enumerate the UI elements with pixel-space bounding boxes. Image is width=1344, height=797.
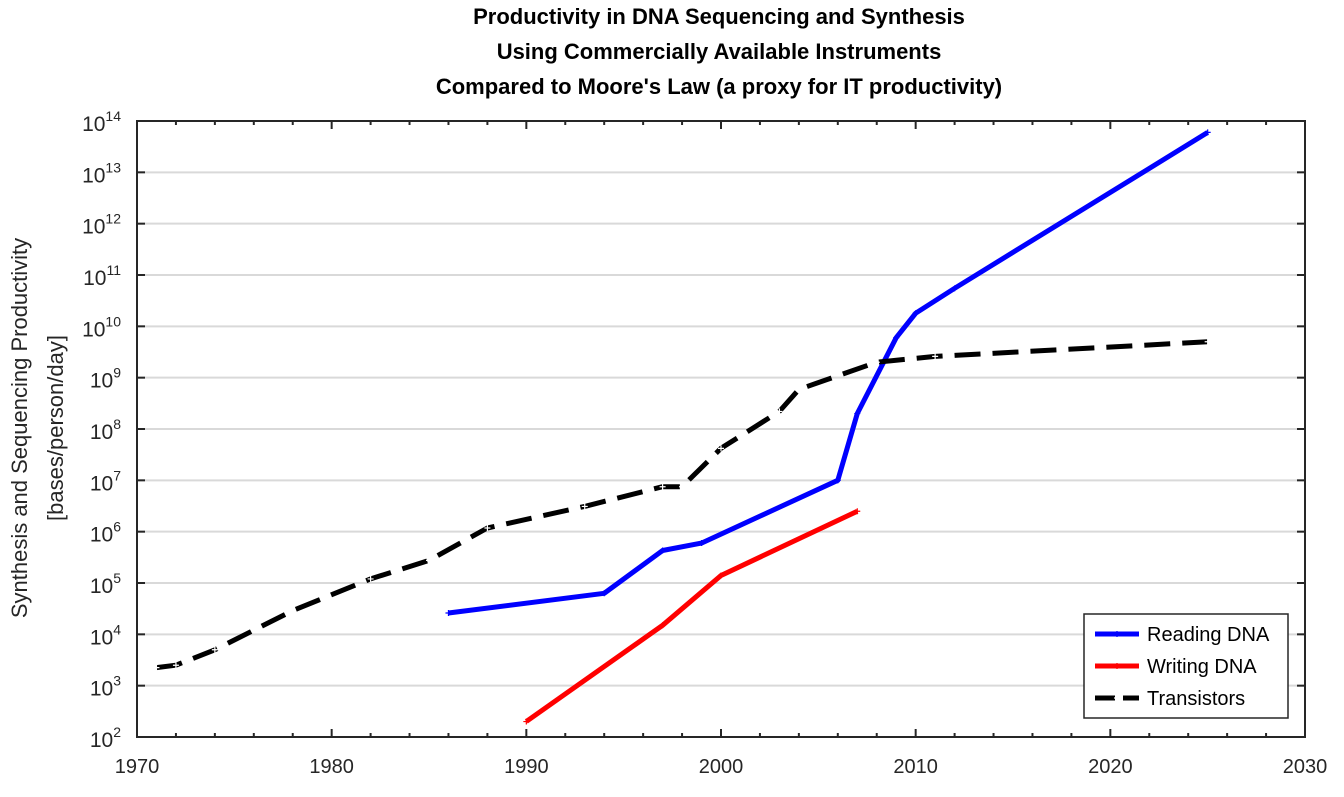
data-point-marker: [834, 477, 841, 484]
y-axis-label-line: Synthesis and Sequencing Productivity: [7, 238, 32, 618]
data-point-marker: [1204, 338, 1211, 345]
x-tick-label: 2020: [1088, 756, 1133, 778]
data-point-marker: [873, 359, 880, 366]
chart-title-line: Compared to Moore's Law (a proxy for IT …: [436, 74, 1002, 99]
data-point-marker: [718, 572, 724, 579]
series-lines: [153, 129, 1211, 725]
y-tick-label: 1013: [82, 159, 121, 187]
data-point-marker: [776, 408, 783, 415]
legend-label: Writing DNA: [1147, 656, 1257, 678]
data-point-marker: [601, 590, 608, 597]
y-axis-label-line: [bases/person/day]: [43, 335, 68, 521]
x-tick-label: 1980: [309, 756, 354, 778]
axes: [136, 120, 1306, 738]
data-point-marker: [211, 646, 218, 653]
y-tick-label: 106: [90, 519, 121, 547]
data-point-marker: [523, 718, 530, 725]
x-tick-label: 1970: [115, 756, 160, 778]
data-point-marker: [932, 353, 939, 360]
data-point-marker: [367, 575, 374, 582]
tick-labels: 1970 1980 1990 2000 2010 2020 2030 102 103 104 105…: [82, 108, 1327, 778]
chart-title-line: Using Commercially Available Instruments: [497, 39, 942, 64]
legend-marker: [1114, 631, 1120, 637]
data-point-marker: [951, 285, 958, 292]
legend: Reading DNA Writing DNA Transistors: [1083, 613, 1289, 719]
data-point-marker: [445, 610, 452, 617]
y-tick-label: 1011: [83, 262, 121, 290]
data-point-marker: [795, 386, 802, 393]
y-tick-label: 1014: [82, 108, 121, 136]
series-line-2: [156, 339, 1208, 671]
chart-title: Productivity in DNA Sequencing and Synth…: [436, 4, 1002, 99]
data-point-marker: [718, 445, 724, 452]
legend-marker: [1114, 695, 1120, 701]
legend-label: Reading DNA: [1147, 624, 1270, 646]
y-tick-label: 108: [90, 416, 121, 444]
x-tick-label: 2000: [699, 756, 744, 778]
y-tick-label: 107: [90, 467, 121, 495]
data-point-marker: [1204, 129, 1211, 136]
data-point-marker: [854, 410, 861, 417]
data-point-marker: [912, 310, 919, 317]
grid: [137, 171, 1305, 687]
y-axis-label: Synthesis and Sequencing Productivity [ba…: [7, 238, 68, 618]
data-point-marker: [698, 540, 705, 547]
legend-marker: [1114, 663, 1120, 669]
x-tick-label: 2010: [893, 756, 938, 778]
series-line-1: [524, 508, 859, 724]
data-point-marker: [581, 503, 588, 510]
data-point-marker: [679, 483, 686, 490]
y-tick-label: 105: [90, 570, 121, 598]
x-tick-label: 1990: [504, 756, 549, 778]
y-tick-label: 1012: [82, 211, 121, 239]
data-point-marker: [659, 547, 666, 554]
data-point-marker: [172, 662, 179, 669]
chart-title-line: Productivity in DNA Sequencing and Synth…: [473, 4, 965, 29]
legend-label: Transistors: [1147, 688, 1245, 710]
data-point-marker: [854, 508, 861, 515]
data-point-marker: [659, 622, 666, 629]
data-point-marker: [893, 334, 900, 341]
y-tick-label: 109: [90, 365, 121, 393]
y-tick-label: 1010: [82, 313, 121, 341]
y-tick-label: 103: [90, 673, 121, 701]
y-tick-label: 104: [90, 621, 121, 649]
data-point-marker: [659, 483, 666, 490]
data-point-marker: [153, 664, 160, 671]
data-point-marker: [426, 557, 432, 564]
y-tick-label: 102: [90, 724, 121, 752]
data-point-marker: [484, 524, 491, 531]
series-line-0: [448, 130, 1210, 616]
data-point-marker: [289, 607, 296, 614]
x-tick-label: 2030: [1283, 756, 1328, 778]
